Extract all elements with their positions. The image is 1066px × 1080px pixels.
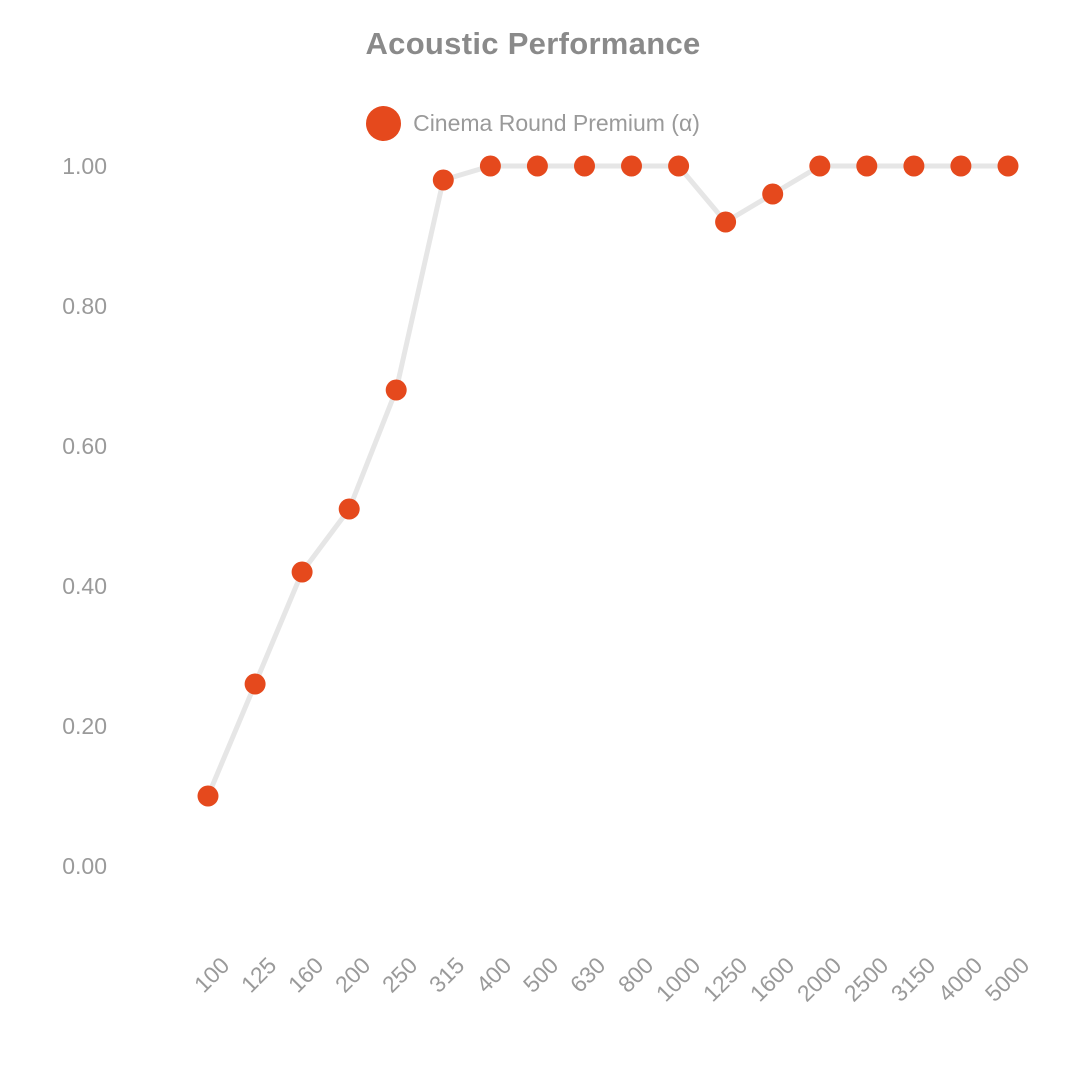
- data-point-630[interactable]: [574, 155, 595, 177]
- data-point-4000[interactable]: [950, 155, 972, 177]
- data-point-125[interactable]: [244, 673, 266, 695]
- data-point-1600[interactable]: [762, 183, 784, 205]
- series-line: [205, 163, 1011, 799]
- data-point-250[interactable]: [385, 379, 407, 401]
- y-tick-label: 0.80: [62, 293, 107, 319]
- data-point-2500[interactable]: [856, 155, 878, 177]
- data-point-400[interactable]: [479, 155, 501, 177]
- data-point-200[interactable]: [338, 498, 360, 520]
- y-tick-label: 0.60: [62, 433, 107, 459]
- chart-title: Acoustic Performance: [365, 26, 701, 61]
- data-point-100[interactable]: [197, 785, 219, 807]
- legend-marker-circle: [366, 106, 402, 141]
- data-point-3150[interactable]: [903, 155, 925, 177]
- data-point-2000[interactable]: [809, 155, 831, 177]
- legend[interactable]: Cinema Round Premium (α): [0, 106, 1066, 141]
- y-tick-label: 1.00: [62, 153, 107, 179]
- y-tick-label: 0.20: [62, 713, 107, 739]
- y-tick-label: 0.40: [62, 573, 107, 599]
- data-point-800[interactable]: [621, 155, 642, 177]
- data-point-5000[interactable]: [997, 155, 1019, 177]
- data-point-315[interactable]: [432, 169, 454, 191]
- data-point-160[interactable]: [291, 561, 313, 583]
- legend-label: Cinema Round Premium (α): [413, 110, 700, 136]
- y-tick-label: 0.00: [62, 853, 107, 879]
- data-point-1250[interactable]: [715, 211, 737, 233]
- data-point-1000[interactable]: [668, 155, 690, 177]
- data-point-500[interactable]: [526, 155, 548, 177]
